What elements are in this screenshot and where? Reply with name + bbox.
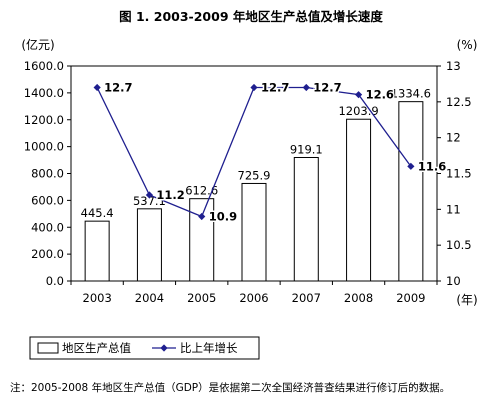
growth-point-2005 [198, 212, 206, 221]
right-axis-tick-label: 12 [446, 131, 461, 145]
right-axis-tick-label: 11.5 [446, 167, 472, 181]
bar-2007 [293, 156, 319, 282]
growth-value-label-2003: 12.7 [104, 81, 132, 95]
growth-value-label-2004: 11.2 [156, 188, 184, 202]
growth-point-2009 [407, 162, 415, 170]
bar-value-label-2007: 919.1 [290, 142, 323, 156]
bar-2003 [84, 220, 110, 282]
right-axis-tick-label: 10 [446, 274, 461, 288]
x-axis-label-2003: 2003 [83, 291, 112, 305]
left-axis-tick-label: 1000.0 [24, 140, 64, 154]
bar-2005 [189, 198, 215, 282]
x-axis-label-2009: 2009 [396, 291, 425, 305]
growth-value-label-2007: 12.7 [313, 81, 341, 95]
x-axis-label-2004: 2004 [135, 291, 164, 305]
growth-value-label-2008: 12.6 [366, 88, 394, 102]
growth-point-2007 [302, 83, 310, 92]
footnote: 注：2005-2008 年地区生产总值（GDP）是依据第二次全国经济普查结果进行… [10, 382, 451, 394]
legend-bar-swatch [37, 342, 59, 354]
right-axis-tick-label: 12.5 [446, 95, 472, 109]
bar-value-label-2008: 1203.9 [338, 104, 378, 118]
right-axis-tick-label: 13 [446, 59, 461, 73]
x-axis-label-2005: 2005 [187, 291, 216, 305]
bar-value-label-2009: 1334.6 [391, 87, 431, 101]
growth-point-2006 [250, 83, 258, 92]
bar-value-label-2006: 725.9 [238, 168, 271, 182]
x-axis-label-2006: 2006 [239, 291, 268, 305]
right-axis-tick-label: 10.5 [446, 238, 472, 252]
left-axis-tick-label: 400.0 [31, 220, 64, 234]
growth-point-2004 [145, 191, 154, 199]
right-axis-tick-label: 11 [446, 202, 461, 216]
legend-line-label: 比上年增长 [180, 341, 238, 355]
growth-point-2008 [354, 91, 363, 99]
x-axis-label-2007: 2007 [292, 291, 321, 305]
legend-box [29, 336, 260, 360]
left-axis-tick-label: 1400.0 [24, 86, 64, 100]
left-axis-tick-label: 0.0 [46, 274, 64, 288]
growth-value-label-2005: 10.9 [209, 210, 237, 224]
legend-bar-label: 地区生产总值 [62, 341, 131, 355]
bar-2006 [241, 182, 267, 282]
growth-value-label-2009: 11.6 [418, 159, 446, 173]
left-axis-tick-label: 1200.0 [24, 113, 64, 127]
growth-value-label-2006: 12.7 [261, 81, 289, 95]
x-axis-label-2008: 2008 [344, 291, 373, 305]
plot-area: 0.0 200.0 400.0 600.0 800.0 1000.0 1200.0 1400.… [24, 59, 472, 305]
left-axis-tick-label: 600.0 [31, 193, 64, 207]
left-axis-unit: (亿元) [21, 37, 54, 52]
chart-title: 图 1. 2003-2009 年地区生产总值及增长速度 [119, 9, 383, 24]
bar-2008 [346, 118, 372, 282]
bar-value-label-2003: 445.4 [81, 206, 114, 220]
legend: 地区生产总值 比上年增长 [29, 336, 260, 360]
x-axis-unit: (年) [456, 293, 477, 307]
left-axis-tick-label: 1600.0 [24, 59, 64, 73]
right-axis-unit: (%) [457, 38, 478, 52]
left-axis-tick-label: 800.0 [31, 167, 64, 181]
left-axis-tick-label: 200.0 [31, 247, 64, 261]
legend-line-marker [160, 344, 168, 352]
bar-2009 [398, 101, 424, 282]
bar-2004 [136, 208, 162, 282]
bar-value-label-2004: 537.1 [133, 194, 166, 208]
growth-point-2003 [93, 83, 101, 92]
bar-value-label-2005: 612.6 [185, 184, 218, 198]
